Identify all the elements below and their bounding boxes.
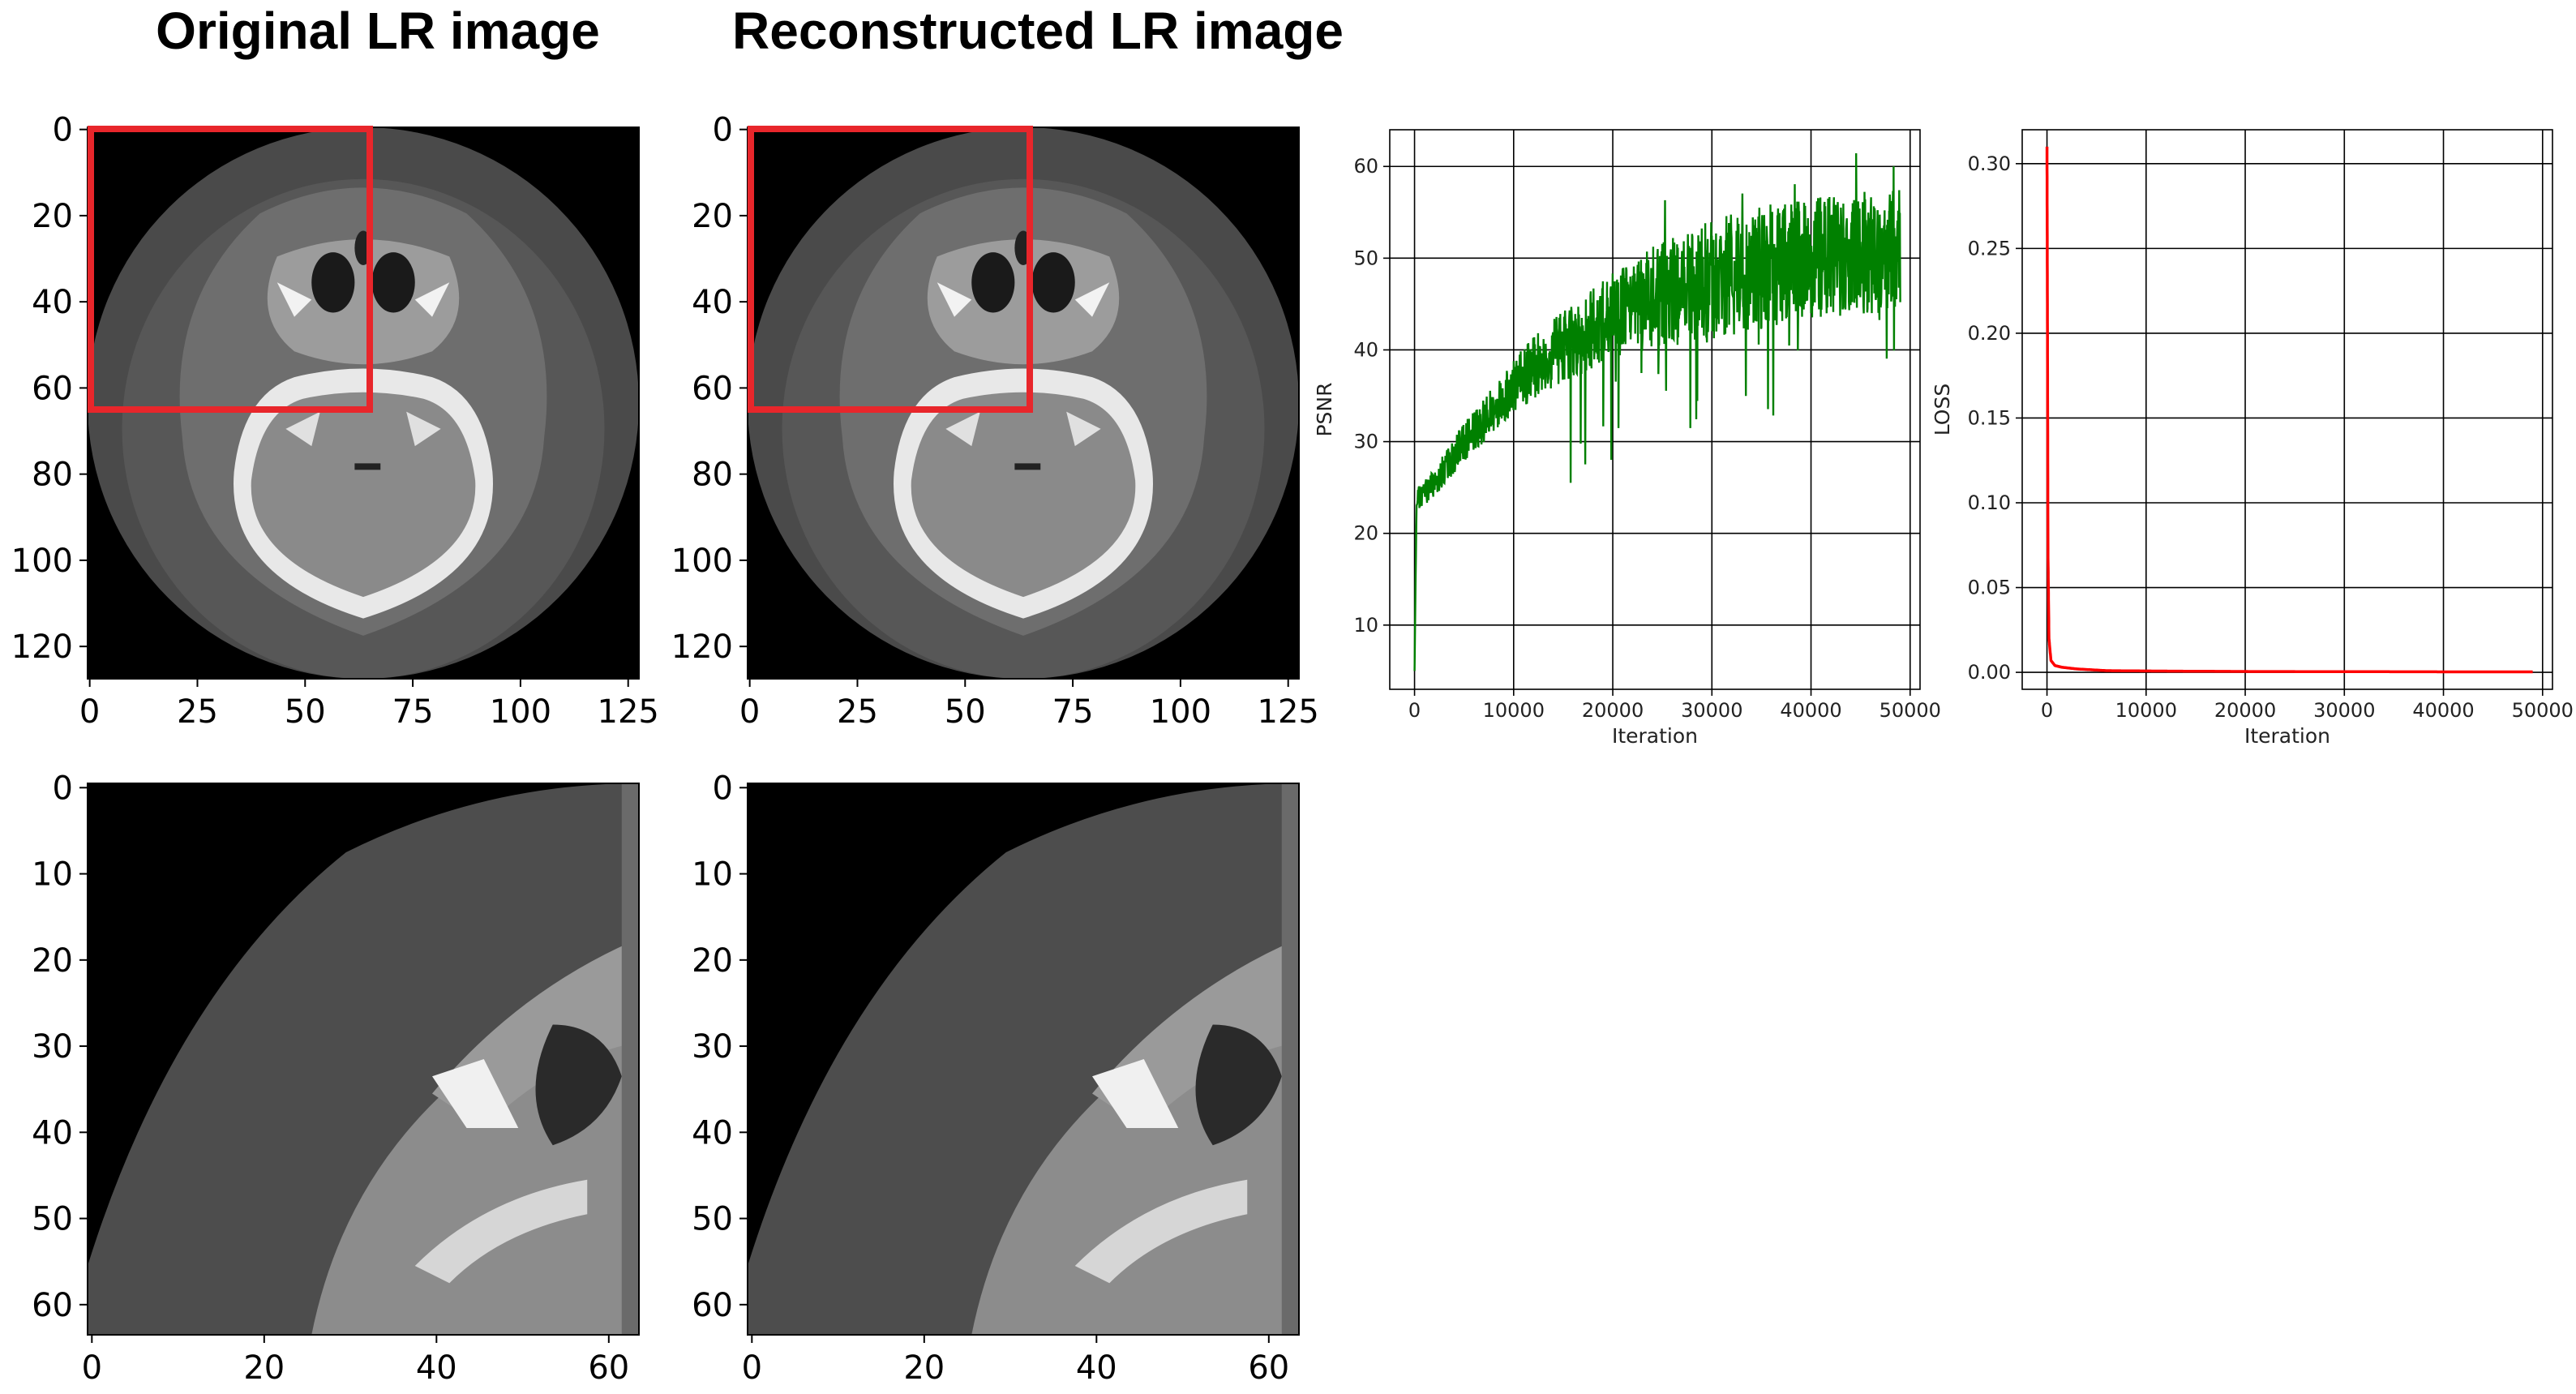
image-x-tick-label: 0: [79, 693, 100, 731]
x-tick-label: 0: [1408, 699, 1421, 722]
x-tick-label: 50000: [2512, 699, 2574, 722]
x-axis-label: Iteration: [2244, 724, 2330, 748]
plot-area: [2022, 130, 2552, 689]
image-x-tick-label: 40: [416, 1349, 457, 1387]
image-y-tick-label: 20: [692, 942, 733, 980]
y-tick-label: 40: [1353, 338, 1378, 361]
y-axis-label: LOSS: [1931, 384, 1954, 435]
image-x-tick-label: 100: [490, 693, 551, 731]
y-tick-label: 60: [1353, 155, 1378, 178]
image-y-tick-label: 0: [713, 112, 733, 149]
y-tick-label: 0.00: [1968, 661, 2011, 684]
x-tick-label: 30000: [1681, 699, 1742, 722]
image-x-tick-label: 125: [598, 693, 659, 731]
y-tick-label: 20: [1353, 522, 1378, 545]
image-x-tick-label: 20: [243, 1349, 285, 1387]
image-x-tick-label: 100: [1150, 693, 1211, 731]
image-y-tick-label: 50: [32, 1201, 73, 1238]
image-y-tick-label: 120: [671, 628, 733, 666]
image-x-tick-label: 20: [903, 1349, 945, 1387]
y-tick-label: 10: [1353, 614, 1378, 637]
image-y-tick-label: 60: [692, 1287, 733, 1324]
original-full-panel: 0 25 50 75 100 125 0 20 40 60 80 100 120: [11, 112, 659, 731]
image-y-tick-label: 20: [32, 942, 73, 980]
image-y-tick-label: 60: [32, 1287, 73, 1324]
series-line: [1413, 152, 1901, 671]
reconstructed-crop-frame: [747, 783, 1300, 1336]
image-y-tick-label: 120: [11, 628, 73, 666]
image-y-tick-label: 30: [32, 1028, 73, 1066]
x-tick-label: 20000: [1582, 699, 1644, 722]
image-y-tick-label: 60: [692, 370, 733, 407]
reconstructed-highlight-box: [748, 126, 1033, 413]
image-x-tick-label: 25: [177, 693, 218, 731]
image-x-tick-label: 50: [285, 693, 326, 731]
y-tick-label: 30: [1353, 431, 1378, 453]
image-y-tick-label: 20: [32, 198, 73, 235]
reconstructed-full-panel: 0 25 50 75 100 125 0 20 40 60 80 100 120: [671, 112, 1319, 731]
x-tick-label: 30000: [2313, 699, 2375, 722]
y-tick-label: 50: [1353, 247, 1378, 269]
x-axis-label: Iteration: [1612, 724, 1698, 748]
image-y-tick-label: 100: [11, 543, 73, 580]
image-y-tick-label: 0: [53, 112, 73, 149]
image-x-tick-label: 40: [1076, 1349, 1117, 1387]
image-y-tick-label: 40: [692, 284, 733, 321]
image-x-tick-label: 75: [1052, 693, 1094, 731]
image-y-tick-label: 80: [692, 457, 733, 494]
image-y-tick-label: 10: [32, 856, 73, 894]
reconstructed-ct-image: [748, 127, 1299, 679]
image-x-tick-label: 60: [1248, 1349, 1289, 1387]
image-y-tick-label: 20: [692, 198, 733, 235]
plot-frame: [1389, 129, 1921, 690]
y-axis-label: PSNR: [1313, 382, 1336, 436]
title-reconstructed: Reconstructed LR image: [732, 2, 1344, 60]
original-crop-image: [88, 783, 639, 1335]
image-y-tick-label: 10: [692, 856, 733, 894]
y-tick-label: 0.10: [1968, 491, 2011, 514]
x-tick-label: 50000: [1879, 699, 1941, 722]
x-tick-label: 10000: [2115, 699, 2177, 722]
image-x-tick-label: 125: [1258, 693, 1319, 731]
y-tick-label: 0.30: [1968, 152, 2011, 175]
image-x-tick-label: 25: [837, 693, 878, 731]
y-tick-label: 0.25: [1968, 237, 2011, 259]
image-y-tick-label: 40: [692, 1114, 733, 1152]
y-tick-label: 0.20: [1968, 322, 2011, 345]
image-y-tick-label: 0: [53, 770, 73, 807]
loss-chart: 0 10000 20000 30000 40000 50000 0.00 0.05 0.10 0.…: [1931, 129, 2574, 748]
y-tick-label: 0.05: [1968, 577, 2011, 599]
x-tick-label: 0: [2041, 699, 2053, 722]
series-line: [2045, 146, 2533, 674]
image-y-tick-label: 60: [32, 370, 73, 407]
reconstructed-crop-image: [748, 783, 1299, 1335]
original-crop-frame: [87, 783, 640, 1336]
image-x-tick-label: 0: [742, 1349, 762, 1387]
x-tick-label: 10000: [1483, 699, 1545, 722]
image-y-tick-label: 100: [671, 543, 733, 580]
x-tick-label: 20000: [2214, 699, 2276, 722]
original-ct-image: [88, 127, 639, 679]
image-x-tick-label: 60: [588, 1349, 629, 1387]
psnr-chart: 0 10000 20000 30000 40000 50000 10 20 30 40 50 60 It…: [1313, 129, 1941, 748]
y-tick-label: 0.15: [1968, 406, 2011, 429]
image-y-tick-label: 40: [32, 284, 73, 321]
image-x-tick-label: 50: [945, 693, 986, 731]
image-y-tick-label: 80: [32, 457, 73, 494]
image-y-tick-label: 30: [692, 1028, 733, 1066]
image-y-tick-label: 40: [32, 1114, 73, 1152]
image-y-tick-label: 0: [713, 770, 733, 807]
x-tick-label: 40000: [1780, 699, 1841, 722]
image-x-tick-label: 75: [392, 693, 434, 731]
x-tick-label: 40000: [2412, 699, 2474, 722]
title-original: Original LR image: [156, 2, 600, 60]
image-x-tick-label: 0: [739, 693, 760, 731]
original-highlight-box: [88, 126, 373, 413]
image-x-tick-label: 0: [82, 1349, 102, 1387]
image-y-tick-label: 50: [692, 1201, 733, 1238]
plot-frame: [2021, 129, 2553, 690]
